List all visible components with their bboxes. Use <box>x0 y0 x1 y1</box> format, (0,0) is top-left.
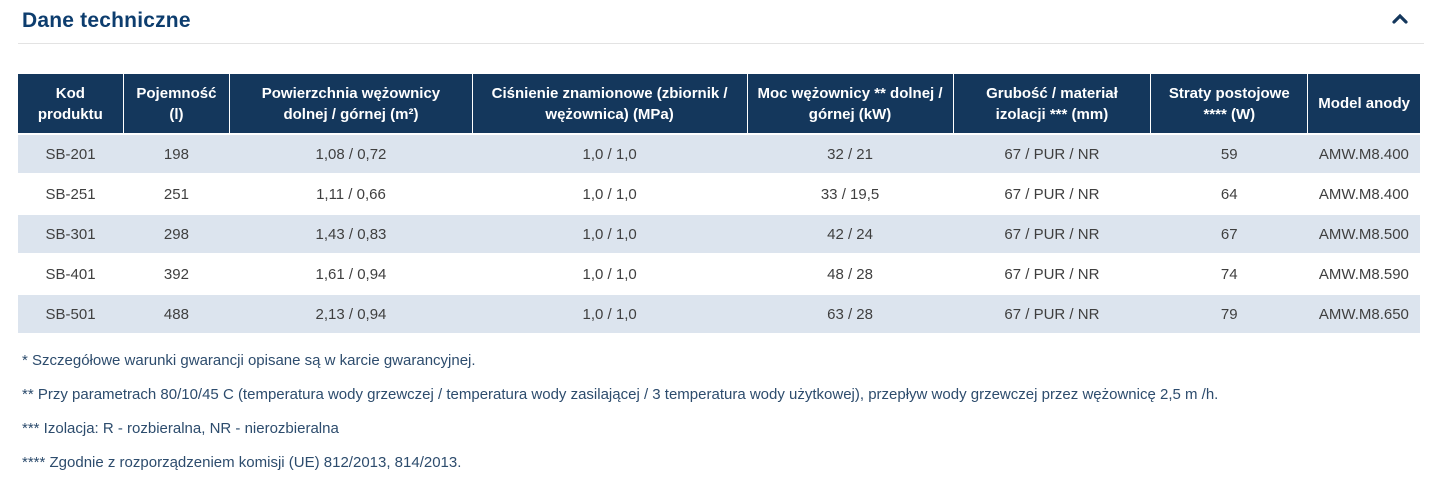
cell-anode-model: AMW.M8.590 <box>1307 254 1420 295</box>
cell-capacity: 251 <box>123 174 230 215</box>
column-header-anode-model: Model anody <box>1307 74 1420 135</box>
cell-coil-surface: 1,43 / 0,83 <box>229 214 473 255</box>
cell-rated-pressure: 1,0 / 1,0 <box>472 174 747 215</box>
cell-coil-surface: 1,11 / 0,66 <box>229 174 473 215</box>
cell-anode-model: AMW.M8.650 <box>1307 294 1420 335</box>
cell-rated-pressure: 1,0 / 1,0 <box>472 254 747 295</box>
footnote-warranty: * Szczegółowe warunki gwarancji opisane … <box>22 352 476 369</box>
cell-insulation: 67 / PUR / NR <box>953 294 1151 335</box>
cell-anode-model: AMW.M8.400 <box>1307 174 1420 215</box>
footnote-insulation: *** Izolacja: R - rozbieralna, NR - nier… <box>22 420 339 437</box>
cell-standby-losses: 74 <box>1150 254 1308 295</box>
cell-insulation: 67 / PUR / NR <box>953 214 1151 255</box>
cell-coil-power: 32 / 21 <box>747 134 954 175</box>
cell-product-code: SB-501 <box>18 294 124 335</box>
cell-coil-surface: 2,13 / 0,94 <box>229 294 473 335</box>
cell-coil-power: 33 / 19,5 <box>747 174 954 215</box>
cell-anode-model: AMW.M8.400 <box>1307 134 1420 175</box>
cell-capacity: 392 <box>123 254 230 295</box>
cell-standby-losses: 59 <box>1150 134 1308 175</box>
column-header-rated-pressure: Ciśnienie znamionowe (zbiornik / wężowni… <box>471 74 747 135</box>
table-row: SB-301 298 1,43 / 0,83 1,0 / 1,0 42 / 24… <box>18 214 1420 255</box>
table-row: SB-251 251 1,11 / 0,66 1,0 / 1,0 33 / 19… <box>18 174 1420 215</box>
cell-rated-pressure: 1,0 / 1,0 <box>472 134 747 175</box>
cell-rated-pressure: 1,0 / 1,0 <box>472 294 747 335</box>
table-row: SB-401 392 1,61 / 0,94 1,0 / 1,0 48 / 28… <box>18 254 1420 295</box>
cell-coil-surface: 1,61 / 0,94 <box>229 254 473 295</box>
cell-coil-surface: 1,08 / 0,72 <box>229 134 473 175</box>
table-row: SB-201 198 1,08 / 0,72 1,0 / 1,0 32 / 21… <box>18 134 1420 175</box>
cell-product-code: SB-201 <box>18 134 124 175</box>
cell-insulation: 67 / PUR / NR <box>953 254 1151 295</box>
cell-product-code: SB-401 <box>18 254 124 295</box>
cell-product-code: SB-251 <box>18 174 124 215</box>
cell-anode-model: AMW.M8.500 <box>1307 214 1420 255</box>
column-header-capacity: Pojemność (l) <box>122 74 230 135</box>
cell-coil-power: 63 / 28 <box>747 294 954 335</box>
column-header-insulation: Grubość / materiał izolacji *** (mm) <box>952 74 1151 135</box>
table-row: SB-501 488 2,13 / 0,94 1,0 / 1,0 63 / 28… <box>18 294 1420 335</box>
cell-coil-power: 42 / 24 <box>747 214 954 255</box>
footnote-parameters: ** Przy parametrach 80/10/45 C (temperat… <box>22 386 1219 403</box>
cell-insulation: 67 / PUR / NR <box>953 134 1151 175</box>
cell-product-code: SB-301 <box>18 214 124 255</box>
footnote-regulation: **** Zgodnie z rozporządzeniem komisji (… <box>22 454 462 471</box>
cell-capacity: 488 <box>123 294 230 335</box>
cell-standby-losses: 67 <box>1150 214 1308 255</box>
column-header-coil-surface: Powierzchnia wężownicy dolnej / górnej (… <box>229 74 473 135</box>
column-header-product-code: Kod produktu <box>18 74 124 135</box>
cell-coil-power: 48 / 28 <box>747 254 954 295</box>
chevron-up-icon[interactable] <box>1392 13 1408 25</box>
cell-capacity: 298 <box>123 214 230 255</box>
page-title: Dane techniczne <box>22 9 191 32</box>
cell-standby-losses: 79 <box>1150 294 1308 335</box>
cell-standby-losses: 64 <box>1150 174 1308 215</box>
cell-insulation: 67 / PUR / NR <box>953 174 1151 215</box>
technical-data-table: Kod produktu Pojemność (l) Powierzchnia … <box>18 74 1420 335</box>
cell-capacity: 198 <box>123 134 230 175</box>
accordion-header[interactable]: Dane techniczne <box>18 0 1424 44</box>
footnotes: * Szczegółowe warunki gwarancji opisane … <box>22 351 1420 473</box>
table-header-row: Kod produktu Pojemność (l) Powierzchnia … <box>18 74 1420 135</box>
cell-rated-pressure: 1,0 / 1,0 <box>472 214 747 255</box>
column-header-coil-power: Moc wężownicy ** dolnej / górnej (kW) <box>746 74 954 135</box>
column-header-standby-losses: Straty postojowe **** (W) <box>1150 74 1308 135</box>
